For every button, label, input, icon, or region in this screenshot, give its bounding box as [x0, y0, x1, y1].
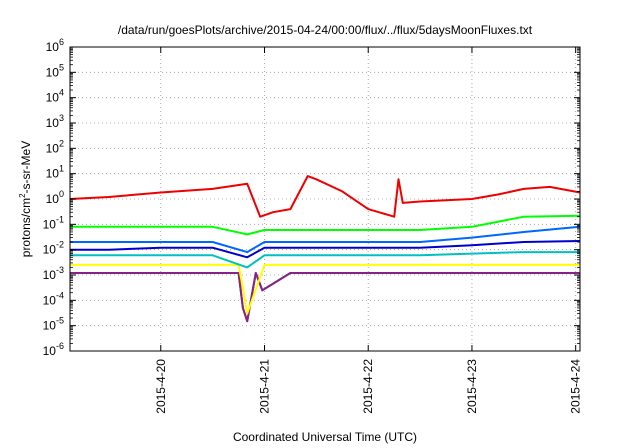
y-tick-exponent: 4	[59, 88, 64, 98]
chart-title: /data/run/goesPlots/archive/2015-04-24/0…	[118, 23, 533, 37]
x-tick-label: 2015-4-23	[465, 359, 479, 414]
y-tick-label: 10-5	[43, 316, 64, 333]
y-tick-base: 10	[43, 293, 57, 307]
y-tick-label: 103	[46, 113, 64, 130]
y-tick-label: 105	[46, 62, 64, 79]
series-line-3	[70, 263, 580, 315]
y-tick-exponent: -5	[56, 316, 64, 326]
y-tick-exponent: -1	[56, 214, 64, 224]
y-tick-label: 106	[46, 37, 64, 54]
y-tick-base: 10	[43, 217, 57, 231]
x-tick-label: 2015-4-20	[154, 359, 168, 414]
series-line-1	[70, 272, 580, 323]
y-tick-label: 10-1	[43, 214, 64, 231]
y-tick-base: 10	[43, 268, 57, 282]
x-axis-label: Coordinated Universal Time (UTC)	[233, 430, 417, 444]
y-tick-exponent: -6	[56, 341, 64, 351]
y-axis-label-sup: 2	[18, 193, 27, 198]
y-tick-base: 10	[46, 116, 60, 130]
y-tick-base: 10	[43, 319, 57, 333]
y-tick-exponent: 2	[59, 138, 64, 148]
y-axis-label-pre: protons/cm	[19, 198, 33, 257]
y-axis-label-post: -s-sr-MeV	[19, 141, 33, 194]
y-tick-exponent: 1	[59, 164, 64, 174]
y-tick-base: 10	[46, 65, 60, 79]
y-tick-exponent: -3	[56, 265, 64, 275]
y-tick-exponent: 0	[59, 189, 64, 199]
x-tick-label: 2015-4-24	[569, 359, 583, 414]
y-tick-exponent: -4	[56, 290, 64, 300]
y-axis: 10-610-510-410-310-210-11001011021031041…	[43, 37, 580, 358]
y-tick-label: 10-3	[43, 265, 64, 282]
y-tick-label: 10-4	[43, 290, 64, 307]
y-tick-label: 100	[46, 189, 64, 206]
y-tick-label: 101	[46, 164, 64, 181]
y-tick-exponent: 6	[59, 37, 64, 47]
y-tick-base: 10	[43, 243, 57, 257]
y-tick-base: 10	[43, 344, 57, 358]
series-line-5	[70, 240, 581, 259]
grid	[70, 47, 580, 351]
x-tick-label: 2015-4-21	[257, 359, 271, 414]
y-tick-base: 10	[46, 192, 60, 206]
y-tick-label: 10-2	[43, 240, 64, 257]
x-tick-label: 2015-4-22	[361, 359, 375, 414]
series-group	[69, 175, 581, 323]
y-tick-base: 10	[46, 167, 60, 181]
y-tick-exponent: 3	[59, 113, 64, 123]
y-tick-label: 104	[46, 88, 64, 105]
y-tick-exponent: 5	[59, 62, 64, 72]
y-tick-base: 10	[46, 40, 60, 54]
series-line-0	[70, 272, 580, 323]
y-tick-label: 102	[46, 138, 64, 155]
series-line-8	[69, 175, 581, 218]
y-tick-exponent: -2	[56, 240, 64, 250]
series-line-4	[70, 251, 580, 269]
y-tick-base: 10	[46, 91, 60, 105]
y-tick-label: 10-6	[43, 341, 64, 358]
series-line-2	[70, 272, 580, 323]
x-axis: 2015-4-20 2015-4-21 2015-4-22 2015-4-23 2015…	[154, 47, 583, 414]
y-axis-label: protons/cm2-s-sr-MeV	[18, 141, 33, 257]
series-line-7	[70, 214, 581, 236]
y-tick-base: 10	[46, 141, 60, 155]
series-line-6	[70, 225, 581, 254]
